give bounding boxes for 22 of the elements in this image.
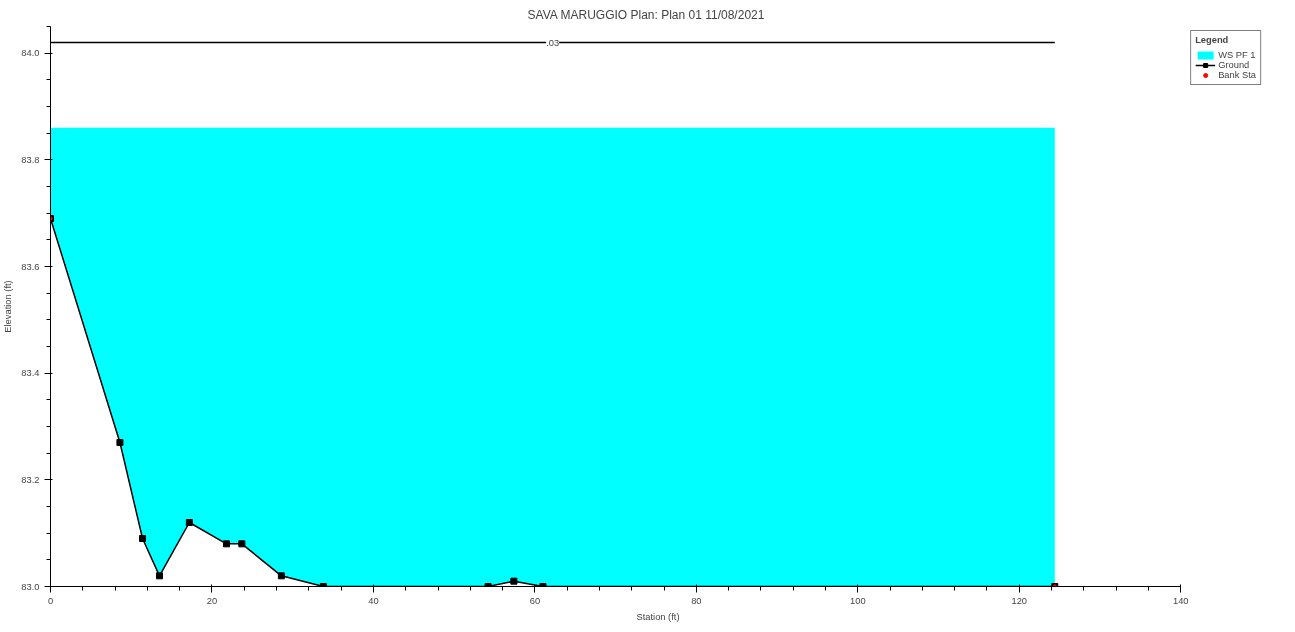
legend-label: Ground: [1218, 60, 1250, 70]
legend-label: Bank Sta: [1218, 70, 1256, 80]
x-tick-label: 0: [47, 595, 54, 606]
x-tick-label: 140: [1172, 595, 1189, 606]
y-tick-label: 83.8: [21, 154, 40, 165]
legend-label: WS PF 1: [1218, 50, 1256, 60]
x-tick-label: 100: [850, 595, 866, 606]
annotation: .03: [546, 37, 560, 48]
x-axis-title: Station (ft): [636, 611, 680, 622]
y-tick-label: 83.2: [21, 474, 40, 485]
y-tick-label: 84.0: [21, 48, 40, 59]
y-tick-label: 83.6: [21, 261, 40, 272]
legend-title: Legend: [1195, 35, 1230, 45]
x-tick-label: 80: [691, 595, 702, 606]
y-tick-label: 83.0: [21, 581, 40, 592]
chart-title: SAVA MARUGGIO Plan: Plan 01 11/08/2021: [527, 7, 765, 22]
y-axis-title: Elevation (ft): [3, 280, 14, 333]
x-tick-label: 60: [529, 595, 541, 606]
y-tick-label: 83.4: [21, 368, 40, 379]
x-tick-label: 40: [368, 595, 379, 606]
x-tick-label: 20: [206, 595, 218, 606]
x-tick-label: 120: [1011, 595, 1028, 606]
